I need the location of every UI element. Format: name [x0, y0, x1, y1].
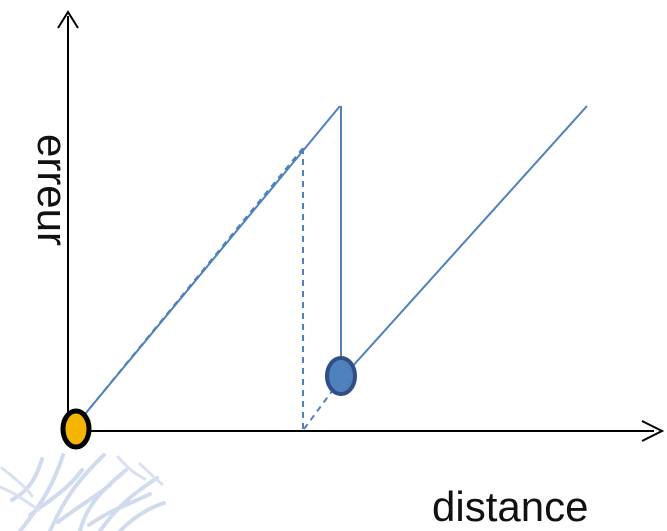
y-axis-arrowhead — [57, 10, 79, 29]
second-error-ramp — [341, 105, 588, 379]
y-axis-label: erreur — [29, 133, 76, 247]
coral-branch-decoration — [0, 453, 166, 531]
origin-marker — [60, 408, 92, 450]
dashed-error-ramp — [75, 147, 304, 426]
x-axis-arrowhead — [641, 420, 665, 442]
x-axis-label: distance — [432, 483, 589, 530]
reset-point-marker — [325, 356, 357, 396]
first-error-ramp — [75, 105, 341, 426]
